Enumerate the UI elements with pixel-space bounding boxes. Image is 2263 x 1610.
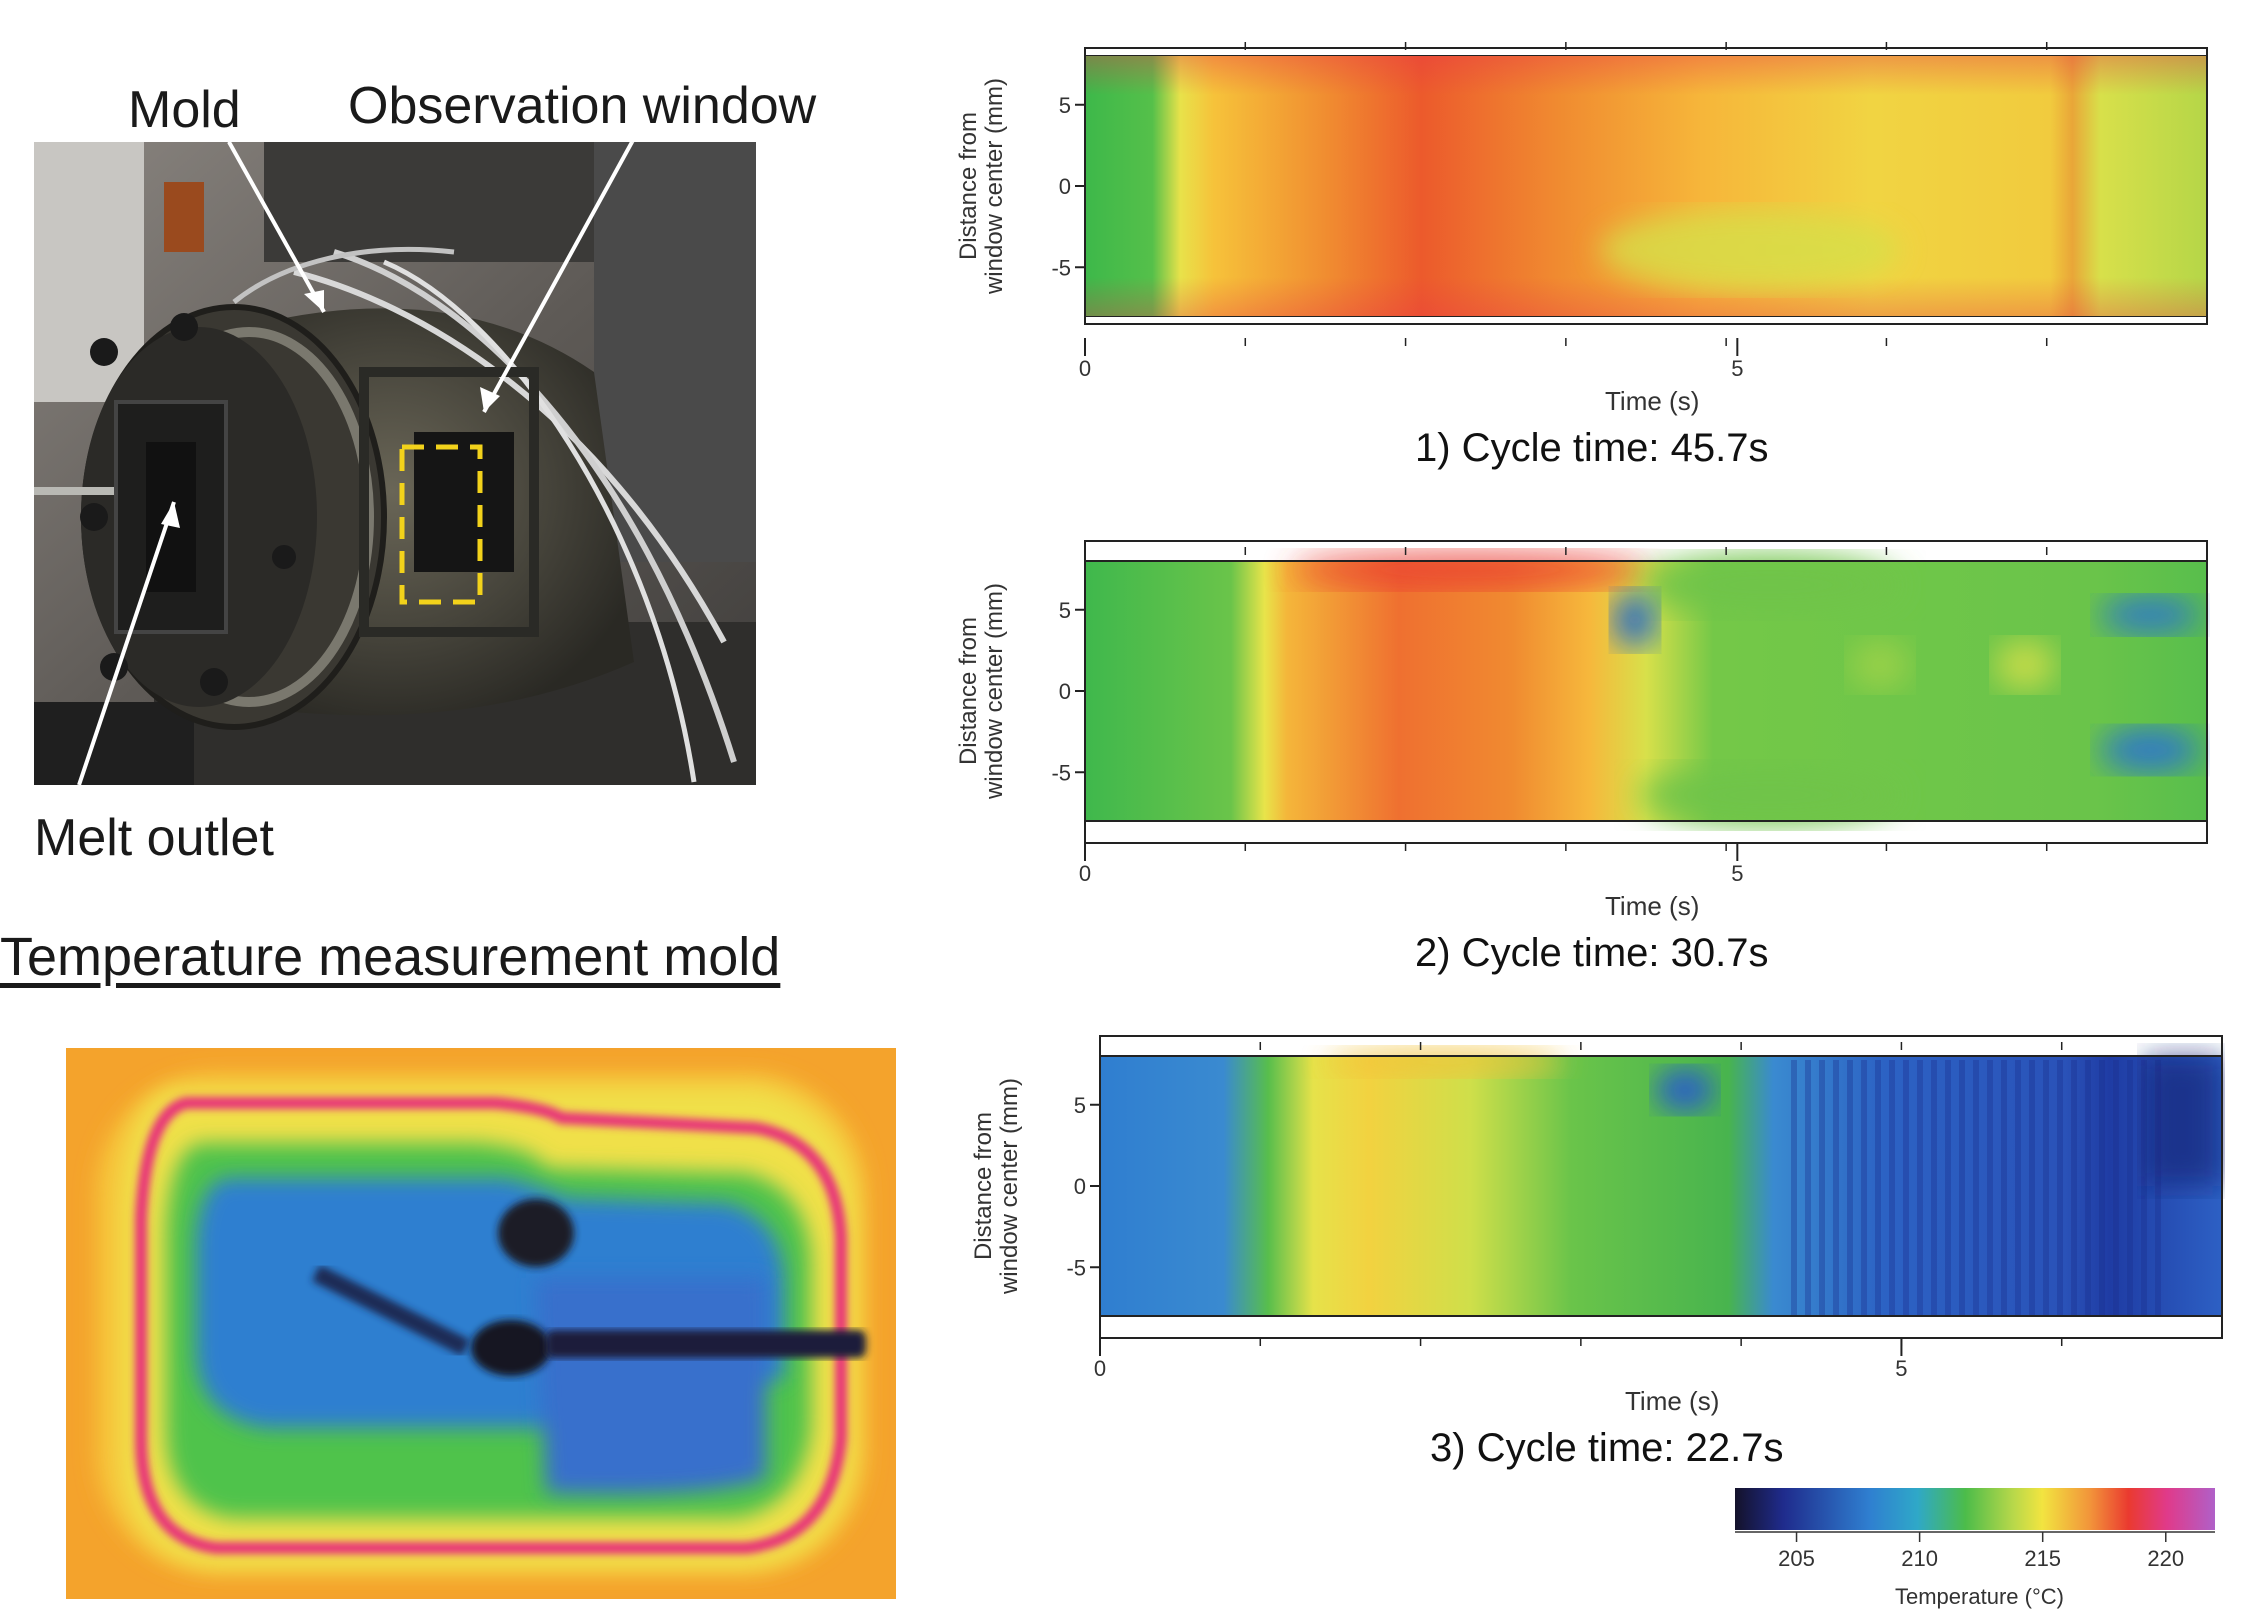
x-tick-label: 5 xyxy=(1895,1356,1907,1380)
x-tick-label: 5 xyxy=(1731,861,1743,885)
x-axis-title-1: Time (s) xyxy=(1605,386,1700,416)
y-tick-label: 5 xyxy=(1059,93,1071,118)
colorbar-tick-label: 215 xyxy=(2024,1546,2061,1571)
x-tick-label: 0 xyxy=(1094,1356,1106,1380)
mold-photo xyxy=(34,141,756,786)
caption-temperature-measurement-mold: Temperature measurement mold xyxy=(0,927,781,987)
y-tick-label: 5 xyxy=(1074,1093,1086,1118)
y-tick-label: 0 xyxy=(1059,679,1071,704)
colorbar-svg: 205 210 215 220 xyxy=(1735,1488,2215,1571)
y-axis-title-2: Distance from window center (mm) xyxy=(955,561,1008,821)
x-axis-title-2: Time (s) xyxy=(1605,891,1700,921)
colorbar: 205 210 215 220 Temperature (°C) xyxy=(1730,1480,2230,1609)
y-axis-title-2-line2: window center (mm) xyxy=(981,582,1008,800)
thermal-image xyxy=(66,1048,896,1599)
caption-cycle-1: 1) Cycle time: 45.7s xyxy=(1415,426,1769,470)
thermal-image-illustration xyxy=(66,1048,896,1599)
y-tick-label: -5 xyxy=(1051,760,1071,785)
colorbar-label: Temperature (°C) xyxy=(1895,1584,2064,1609)
y-ticks-2: 5 0 -5 xyxy=(1051,598,1085,785)
label-mold: Mold xyxy=(128,81,241,139)
x-tick-label: 0 xyxy=(1079,861,1091,885)
x-tick-label: 0 xyxy=(1079,356,1091,380)
y-axis-title-1: Distance from window center (mm) xyxy=(955,56,1008,316)
y-tick-label: 5 xyxy=(1059,598,1071,623)
y-tick-label: 0 xyxy=(1074,1174,1086,1199)
caption-cycle-3: 3) Cycle time: 22.7s xyxy=(1430,1426,1784,1470)
y-axis-title-3: Distance from window center (mm) xyxy=(970,1056,1023,1316)
y-axis-title-3-line1: Distance from xyxy=(970,1111,997,1261)
y-axis-title-1-line1: Distance from xyxy=(955,111,982,261)
colorbar-ticks: 205 210 215 220 xyxy=(1778,1532,2184,1571)
y-axis-title-2-line1: Distance from xyxy=(955,616,982,766)
y-ticks-1: 5 0 -5 xyxy=(1051,93,1085,280)
y-ticks-3: 5 0 -5 xyxy=(1066,1093,1100,1280)
y-tick-label: -5 xyxy=(1051,255,1071,280)
colorbar-tick-label: 210 xyxy=(1901,1546,1938,1571)
label-melt-outlet: Melt outlet xyxy=(34,809,274,867)
x-tick-label: 5 xyxy=(1731,356,1743,380)
y-tick-label: 0 xyxy=(1059,174,1071,199)
caption-cycle-2: 2) Cycle time: 30.7s xyxy=(1415,931,1769,975)
mold-photo-illustration xyxy=(34,141,756,786)
y-axis-title-3-line2: window center (mm) xyxy=(996,1077,1023,1295)
x-axis-title-3: Time (s) xyxy=(1625,1386,1720,1416)
label-observation-window: Observation window xyxy=(348,77,817,135)
y-axis-title-1-line2: window center (mm) xyxy=(981,77,1008,295)
colorbar-tick-label: 220 xyxy=(2147,1546,2184,1571)
colorbar-tick-label: 205 xyxy=(1778,1546,1815,1571)
y-tick-label: -5 xyxy=(1066,1255,1086,1280)
observation-window-highlight xyxy=(399,444,483,605)
